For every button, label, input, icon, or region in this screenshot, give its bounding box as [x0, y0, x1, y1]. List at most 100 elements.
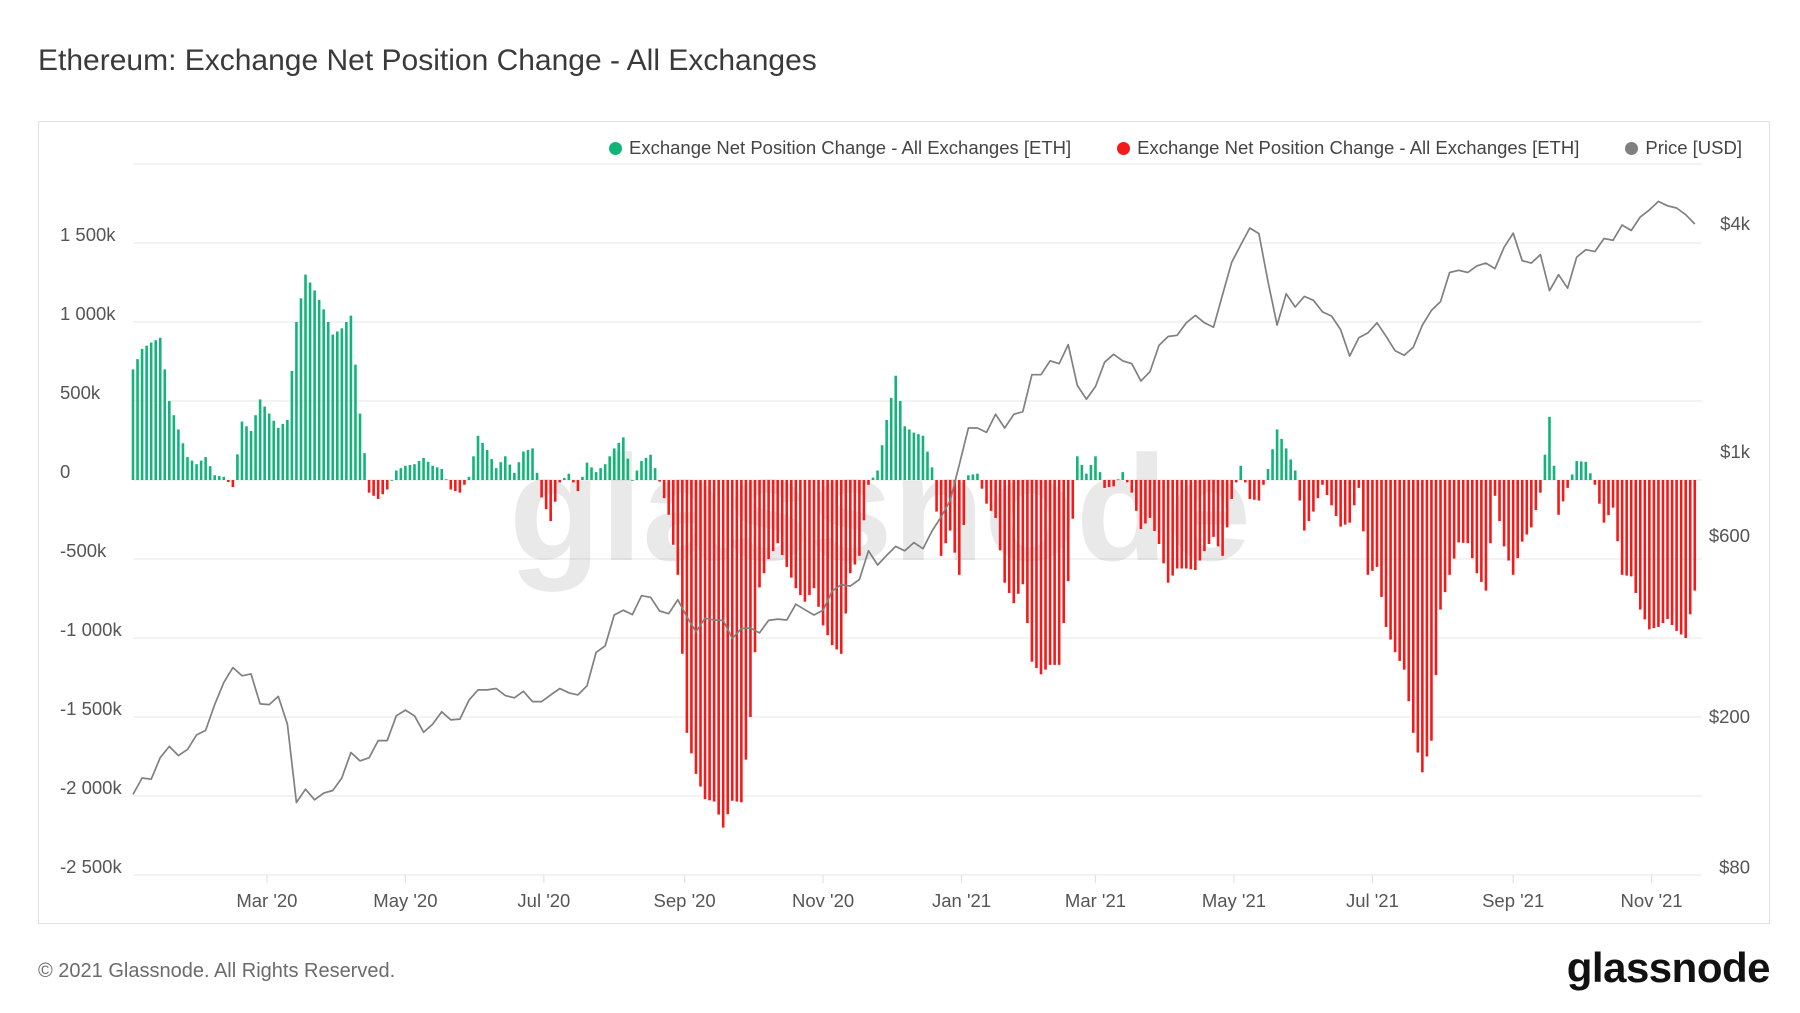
right-axis-labels: $4k $1k $600 $200 $80	[1709, 213, 1751, 878]
outflow-bar	[853, 480, 857, 565]
legend-item-price[interactable]: Price [USD]	[1625, 137, 1742, 159]
outflow-bar	[1679, 480, 1683, 635]
outflow-bar	[821, 480, 825, 626]
inflow-bar	[313, 290, 316, 480]
outflow-bar	[1112, 480, 1115, 487]
inflow-bar	[213, 475, 217, 480]
outflow-bar	[1357, 480, 1361, 488]
outflow-bar	[1048, 480, 1052, 665]
outflow-bar	[681, 480, 684, 654]
inflow-bar	[1284, 448, 1288, 480]
outflow-bar	[771, 480, 775, 552]
inflow-bar	[195, 464, 198, 480]
outflow-bar	[1330, 480, 1333, 506]
outflow-bar	[1675, 480, 1678, 631]
outflow-bar	[1652, 480, 1656, 629]
outflow-bar	[1611, 480, 1615, 508]
outflow-bar	[1184, 480, 1188, 569]
outflow-bar	[1162, 480, 1165, 564]
glassnode-logo[interactable]: glassnode	[1566, 944, 1771, 991]
inflow-bar	[1085, 473, 1088, 480]
outflow-bar	[1530, 480, 1533, 528]
outflow-bar	[1480, 480, 1483, 582]
inflow-bar	[440, 468, 444, 480]
inflow-bar	[435, 467, 439, 480]
left-axis-label: -1 500k	[60, 698, 122, 719]
outflow-bar	[735, 480, 739, 802]
inflow-bar	[1289, 459, 1292, 480]
outflow-bar	[572, 480, 575, 483]
inflow-bar	[336, 331, 339, 480]
outflow-bar	[1561, 480, 1565, 502]
watermark: glassnode	[509, 424, 1251, 592]
inflow-bar	[426, 461, 430, 480]
inflow-bar	[503, 456, 507, 480]
inflow-bar	[1275, 429, 1279, 480]
right-axis-label: $4k	[1720, 213, 1751, 234]
outflow-bar	[1303, 480, 1306, 531]
x-axis-label: Jan '21	[932, 890, 991, 911]
inflow-bar	[331, 334, 335, 480]
inflow-bar	[880, 445, 884, 480]
outflow-bar	[1221, 480, 1224, 556]
x-axis-label: Nov '20	[792, 890, 854, 911]
x-axis-label: Jul '21	[1346, 890, 1399, 911]
outflow-bar	[1629, 480, 1633, 577]
right-axis-label: $200	[1709, 706, 1750, 727]
inflow-bar	[136, 359, 139, 480]
outflow-bar	[1452, 480, 1456, 559]
outflow-bar	[794, 480, 798, 589]
inflow-bar	[263, 406, 266, 480]
inflow-bar	[404, 465, 407, 480]
inflow-bar	[408, 464, 412, 480]
outflow-bar	[1607, 480, 1610, 516]
inflow-bar	[290, 370, 294, 480]
outflow-bar	[1053, 480, 1056, 665]
outflow-bar	[1130, 480, 1134, 493]
inflow-bar	[921, 435, 925, 480]
outflow-bar	[785, 480, 789, 567]
inflow-bar	[871, 477, 875, 480]
outflow-bar	[767, 480, 770, 559]
legend-item-outflow[interactable]: Exchange Net Position Change - All Excha…	[1117, 137, 1579, 159]
inflow-bar	[399, 468, 403, 480]
chart-title: Ethereum: Exchange Net Position Change -…	[38, 44, 817, 77]
inflow-bar	[912, 432, 916, 480]
inflow-bar	[349, 315, 353, 480]
outflow-bar	[1593, 480, 1597, 485]
x-axis: Mar '20 May '20 Jul '20 Sep '20 Nov '20 Jan '…	[236, 875, 1683, 911]
outflow-bar	[1502, 480, 1506, 547]
outflow-bar	[1125, 480, 1129, 483]
outflow-bar	[1534, 480, 1538, 511]
inflow-bar	[1080, 464, 1084, 480]
outflow-bar	[1393, 480, 1397, 653]
inflow-bar	[930, 467, 934, 480]
inflow-bar	[431, 465, 434, 480]
inflow-bar	[1548, 416, 1551, 480]
outflow-bar	[1638, 480, 1642, 610]
inflow-bar	[444, 479, 448, 481]
chart-frame	[38, 121, 1770, 924]
inflow-bar	[1589, 473, 1592, 480]
inflow-bar	[494, 468, 498, 480]
green-dot-icon	[608, 141, 622, 155]
legend-label: Exchange Net Position Change - All Excha…	[628, 137, 1072, 158]
outflow-bar	[1693, 480, 1697, 591]
outflow-bar	[1026, 480, 1029, 623]
inflow-bar	[286, 419, 289, 480]
x-axis-label: May '21	[1202, 890, 1266, 911]
outflow-bar	[839, 480, 843, 654]
outflow-bar	[948, 480, 952, 531]
outflow-bar	[740, 480, 743, 803]
inflow-bar	[644, 457, 648, 480]
outflow-bar	[367, 480, 371, 493]
legend-item-inflow[interactable]: Exchange Net Position Change - All Excha…	[608, 137, 1072, 159]
inflow-bar	[236, 454, 239, 480]
outflow-bar	[1148, 480, 1152, 518]
outflow-bar	[671, 480, 675, 545]
inflow-bar	[490, 459, 493, 480]
outflow-bar	[381, 480, 384, 495]
x-axis-label: Mar '21	[1065, 890, 1126, 911]
inflow-bar	[422, 457, 425, 480]
outflow-bar	[1203, 480, 1206, 552]
